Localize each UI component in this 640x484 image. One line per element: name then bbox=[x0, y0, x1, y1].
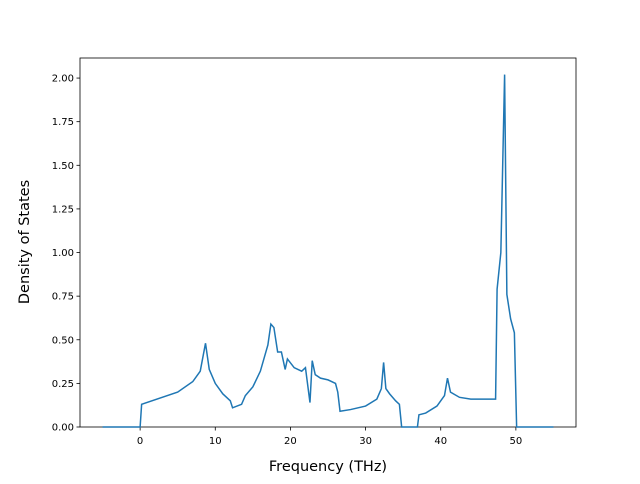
y-tick-label: 0.75 bbox=[52, 292, 74, 303]
x-tick-label: 40 bbox=[434, 436, 447, 447]
y-tick-label: 1.75 bbox=[52, 117, 74, 128]
x-axis-label: Frequency (THz) bbox=[269, 459, 387, 475]
y-tick-label: 0.25 bbox=[52, 379, 74, 390]
x-tick-label: 30 bbox=[359, 436, 372, 447]
x-tick-label: 20 bbox=[284, 436, 297, 447]
plot-frame bbox=[79, 57, 577, 428]
x-tick-label: 10 bbox=[209, 436, 222, 447]
y-tick-label: 0.00 bbox=[52, 423, 74, 434]
y-tick-label: 1.50 bbox=[52, 161, 74, 172]
y-tick-label: 1.00 bbox=[52, 248, 74, 259]
x-tick-label: 0 bbox=[137, 436, 143, 447]
y-tick-label: 1.25 bbox=[52, 204, 74, 215]
y-axis-label: Density of States bbox=[17, 180, 33, 304]
y-tick-label: 0.50 bbox=[52, 335, 74, 346]
y-tick-label: 2.00 bbox=[52, 74, 74, 85]
x-tick-label: 50 bbox=[510, 436, 523, 447]
line-series bbox=[102, 74, 554, 428]
